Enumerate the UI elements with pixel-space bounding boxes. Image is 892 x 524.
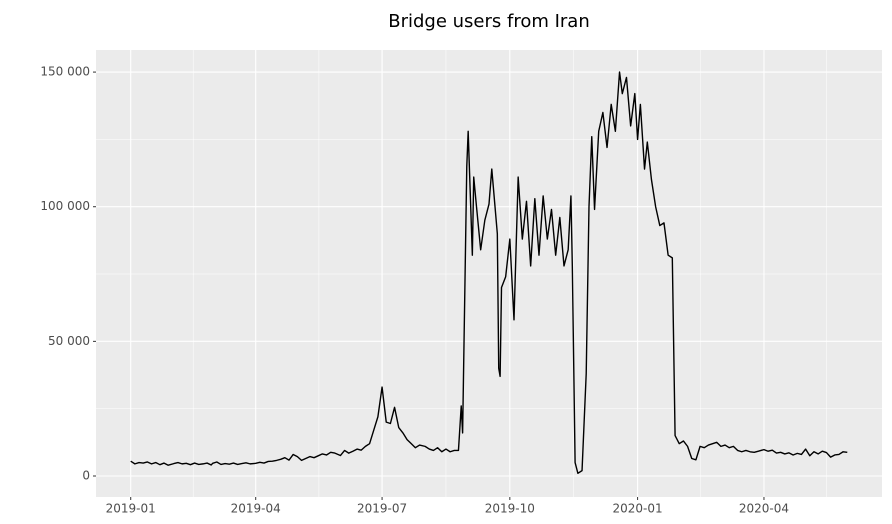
y-tick-label: 100 000 xyxy=(40,199,90,213)
chart-title: Bridge users from Iran xyxy=(388,11,590,32)
x-tick-label: 2019-10 xyxy=(485,502,535,516)
line xyxy=(130,71,848,474)
y-tick-label: 50 000 xyxy=(48,334,90,348)
x-tick-label: 2019-07 xyxy=(357,502,407,516)
panel xyxy=(96,50,882,497)
y-tick-label: 0 xyxy=(82,468,90,482)
y-tick-label: 150 000 xyxy=(40,65,90,79)
x-tick-label: 2019-01 xyxy=(106,502,156,516)
x-tick-label: 2019-04 xyxy=(231,502,281,516)
x-tick-label: 2020-01 xyxy=(613,502,663,516)
x-tick-label: 2020-04 xyxy=(739,502,789,516)
